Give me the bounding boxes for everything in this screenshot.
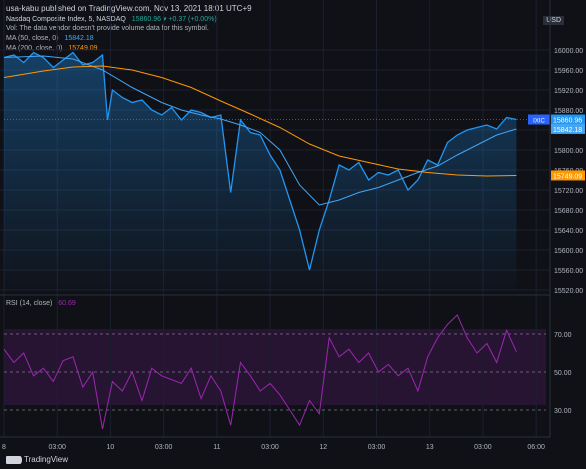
x-tick-label: 03:00 [48, 444, 66, 451]
volume-note: Vol: The data vendor doesn't provide vol… [6, 25, 209, 32]
symbol-legend: Nasdaq Composite Index, 5, NASDAQ 15860.… [6, 15, 221, 23]
y-tick-label: 15560.00 [554, 268, 583, 275]
price-line [3, 51, 517, 271]
y-tick-label: 15520.00 [554, 288, 583, 295]
x-tick-label: 03:00 [261, 444, 279, 451]
price-axis: 16000.0015960.0015920.0015880.0015840.00… [528, 48, 585, 295]
time-axis: 8 03:00 10 03:00 11 03:00 12 03:00 13 03:00 06:00 [2, 444, 545, 451]
y-tick-label: 15720.00 [554, 188, 583, 195]
price-marker [551, 114, 585, 125]
y-tick-label: 15920.00 [554, 88, 583, 95]
x-tick-label: 11 [213, 444, 220, 451]
ma200-line [3, 65, 517, 177]
x-tick-label: 03:00 [368, 444, 386, 451]
y-tick-label: 15680.00 [554, 208, 583, 215]
y-tick-label: 16000.00 [554, 48, 583, 55]
publisher-line: usa-kabu published on TradingView.com, N… [6, 4, 252, 13]
x-tick-label: 8 [2, 444, 6, 451]
y-tick-label: 15640.00 [554, 228, 583, 235]
ma50-value: 15842.18 [64, 35, 94, 42]
price-area [4, 52, 517, 290]
price-marker-label: 15860.96 [553, 118, 582, 125]
rsi-tick-label: 70.00 [554, 332, 572, 339]
footer: TradingView [6, 455, 68, 464]
ma200-legend: MA (200, close, 0) 15749.09 [6, 45, 102, 52]
ma50-line [3, 55, 517, 206]
x-tick-label: 06:00 [527, 444, 545, 451]
rsi-axis: 70.00 50.00 30.00 [554, 332, 572, 415]
x-tick-label: 03:00 [474, 444, 492, 451]
ma200-value: 15749.09 [68, 45, 98, 52]
x-tick-label: 13 [426, 444, 434, 451]
y-tick-label: 15600.00 [554, 248, 583, 255]
rsi-legend: RSI (14, close) 60.69 [6, 300, 80, 307]
ma200-label: MA (200, close, 0) [6, 45, 63, 52]
rsi-tick-label: 50.00 [554, 370, 572, 377]
series-lines [3, 51, 550, 430]
price-marker-label: 15842.18 [553, 127, 582, 134]
symbol-badge-label: IXIC [533, 119, 545, 125]
tradingview-logo-icon [6, 455, 22, 464]
footer-brand: TradingView [24, 455, 69, 464]
symbol-badge [528, 114, 550, 125]
currency-badge: USD [543, 16, 564, 25]
price-marker [551, 123, 585, 134]
x-tick-label: 03:00 [155, 444, 173, 451]
rsi-label: RSI (14, close) [6, 300, 53, 307]
rsi-tick-label: 30.00 [554, 408, 572, 415]
rsi-value: 60.69 [58, 300, 76, 307]
price-change: 15860.96 ▾ +0.37 (+0.00%) [131, 16, 217, 23]
rsi-bands [4, 333, 546, 411]
ma50-legend: MA (50, close, 0) 15842.18 [6, 35, 98, 42]
price-marker [551, 170, 585, 181]
ma50-label: MA (50, close, 0) [6, 35, 59, 42]
y-tick-label: 15800.00 [554, 148, 583, 155]
y-tick-label: 15880.00 [554, 108, 583, 115]
symbol-name: Nasdaq Composite Index, 5, NASDAQ [6, 16, 126, 23]
rsi-line [3, 314, 517, 430]
y-tick-label: 15960.00 [554, 68, 583, 75]
x-tick-label: 12 [319, 444, 327, 451]
price-marker-label: 15749.09 [553, 173, 582, 180]
rsi-background [4, 329, 546, 405]
x-tick-label: 10 [107, 444, 115, 451]
